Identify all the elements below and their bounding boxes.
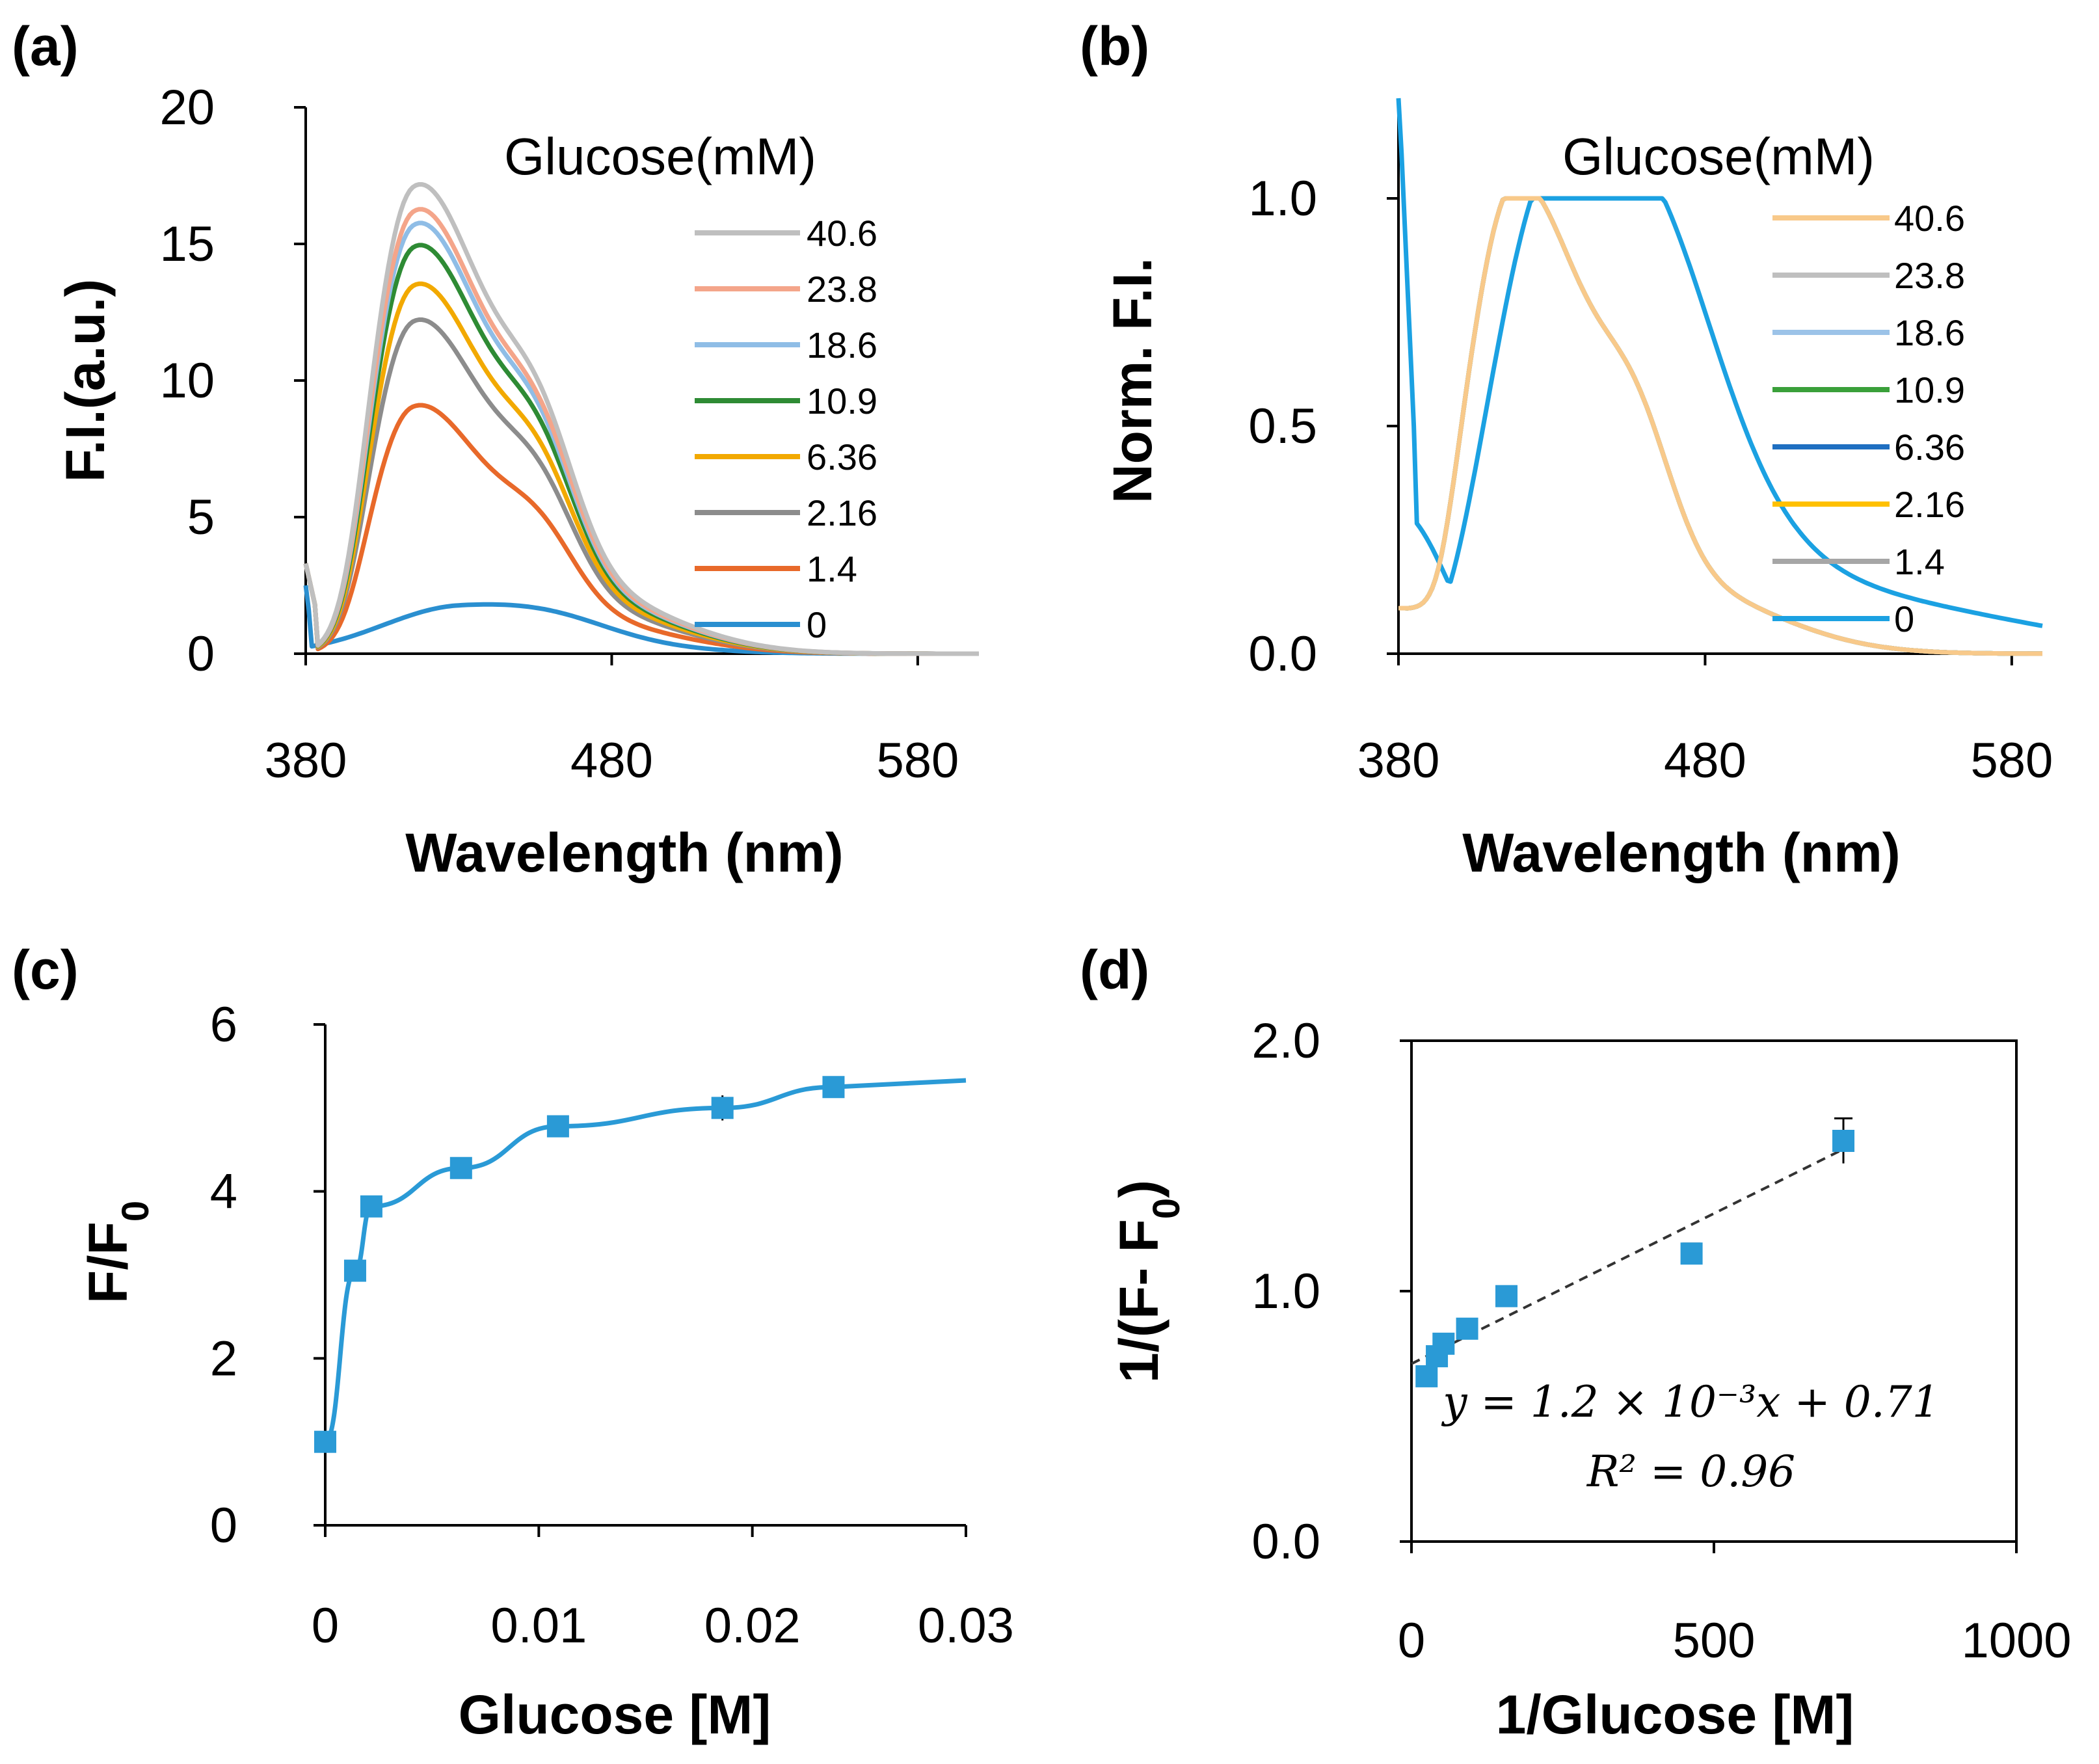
panel-c-data-point	[343, 1259, 366, 1282]
panel-c-ytick-label: 4	[210, 1164, 237, 1220]
panel-b-legend-label: 18.6	[1894, 312, 1965, 353]
panel-d-r2: R² = 0.96	[1586, 1447, 1795, 1497]
panel-b-series-0	[1396, 98, 2043, 628]
panel-d-data-point	[1432, 1332, 1455, 1355]
panel-d-label: (d)	[1080, 939, 1149, 1000]
panel-c-ytick-label: 6	[210, 997, 237, 1052]
panel-d-data-point	[1680, 1242, 1703, 1265]
panel-c-xtick-label: 0.01	[490, 1598, 587, 1653]
panel-a-legend-label: 10.9	[807, 381, 877, 421]
panel-b-ytick-label: 1.0	[1248, 171, 1317, 226]
panel-b-legend-label: 2.16	[1894, 484, 1965, 525]
panel-c-fit-line	[324, 1078, 967, 1445]
panel-c-ylabel: F/F0	[77, 1201, 157, 1303]
panel-b-legend-label: 6.36	[1894, 427, 1965, 468]
panel-a-series-18.6	[303, 220, 979, 656]
panel-c-data-point	[449, 1156, 472, 1179]
panel-c-xtick-label: 0.03	[918, 1598, 1014, 1653]
panel-c: (c) F/F0 Glucose [M] 0 2 4 6 0 0.01 0.02 0.03	[12, 939, 1014, 1745]
panel-b: (b) Norm. F.I. Wavelength (nm) 0.0 0.5 1.0…	[1080, 16, 2053, 883]
panel-b-ytick-label: 0.0	[1248, 626, 1317, 682]
panel-d: (d) 1/(F- F0) 1/Glucose [M] 0.0 1.0 2.0 0 5…	[1080, 939, 2072, 1745]
panel-a-legend-label: 2.16	[807, 492, 877, 533]
panel-a-xtick-label: 380	[265, 733, 347, 788]
panel-c-data-point	[822, 1076, 845, 1099]
panel-d-xtick-label: 500	[1673, 1613, 1756, 1668]
panel-c-ytick-label: 0	[210, 1498, 237, 1553]
panel-c-data-point	[711, 1097, 734, 1119]
panel-c-xtick-label: 0.02	[704, 1598, 801, 1653]
panel-c-data-point	[546, 1115, 569, 1138]
panel-b-legend-label: 40.6	[1894, 198, 1965, 239]
panel-a-label: (a)	[12, 16, 79, 77]
panel-d-xtick-label: 0	[1398, 1613, 1425, 1668]
panel-a-ytick-label: 5	[187, 490, 215, 545]
panel-b-xtick-label: 380	[1357, 733, 1440, 788]
panel-d-trendline	[1411, 1147, 1844, 1365]
panel-b-ylabel: Norm. F.I.	[1102, 258, 1163, 503]
panel-d-data-point	[1832, 1130, 1855, 1152]
panel-a-ytick-label: 15	[159, 217, 215, 272]
panel-d-xtick-label: 1000	[1961, 1613, 2071, 1668]
panel-a-legend-label: 0	[807, 604, 827, 645]
panel-d-ytick-label: 1.0	[1251, 1264, 1320, 1319]
panel-b-xtick-label: 580	[1970, 733, 2053, 788]
panel-d-ytick-label: 2.0	[1251, 1013, 1320, 1069]
panel-a-legend-title: Glucose(mM)	[504, 127, 816, 185]
panel-c-label: (c)	[12, 939, 79, 1000]
panel-a: (a) F.I.(a.u.) Wavelength (nm) 05101520 …	[12, 16, 979, 883]
panel-c-xlabel: Glucose [M]	[459, 1684, 771, 1745]
panel-a-legend-label: 6.36	[807, 436, 877, 477]
panel-b-label: (b)	[1080, 16, 1149, 77]
panel-a-series-0	[303, 585, 979, 656]
panel-b-xtick-label: 480	[1664, 733, 1746, 788]
panel-c-xtick-label: 0	[312, 1598, 339, 1653]
panel-a-series-10.9	[303, 243, 979, 656]
panel-a-ytick-label: 0	[187, 626, 215, 682]
panel-b-ytick-label: 0.5	[1248, 399, 1317, 454]
panel-d-xlabel: 1/Glucose [M]	[1496, 1684, 1854, 1745]
panel-b-legend-label: 1.4	[1894, 541, 1945, 582]
panel-c-ytick-label: 2	[210, 1331, 237, 1386]
panel-a-ytick-label: 10	[159, 353, 215, 408]
panel-a-ylabel: F.I.(a.u.)	[55, 279, 116, 483]
panel-d-equation: y = 1.2 × 10⁻³x + 0.71	[1441, 1377, 1939, 1427]
panel-c-data-point	[360, 1195, 382, 1218]
panel-b-legend-label: 23.8	[1894, 255, 1965, 296]
panel-b-legend-title: Glucose(mM)	[1562, 127, 1875, 185]
panel-a-legend-label: 1.4	[807, 548, 857, 589]
panel-a-series-6.36	[303, 281, 979, 656]
panel-d-data-point	[1456, 1317, 1478, 1340]
panel-a-legend-label: 18.6	[807, 325, 877, 366]
panel-d-ylabel: 1/(F- F0)	[1108, 1180, 1188, 1383]
panel-b-legend-label: 0	[1894, 598, 1914, 639]
panel-a-legend-label: 23.8	[807, 269, 877, 310]
panel-a-series-40.6	[303, 182, 979, 656]
panel-a-series-23.8	[303, 207, 979, 656]
panel-a-ytick-label: 20	[159, 80, 215, 135]
panel-b-legend-label: 10.9	[1894, 369, 1965, 410]
panel-d-data-point	[1415, 1365, 1438, 1387]
panel-a-xlabel: Wavelength (nm)	[405, 822, 844, 883]
panel-a-xtick-label: 480	[570, 733, 653, 788]
panel-a-legend-label: 40.6	[807, 213, 877, 254]
panel-b-series-40.6	[1398, 196, 2042, 656]
panel-a-xtick-label: 580	[877, 733, 959, 788]
panel-d-ytick-label: 0.0	[1251, 1514, 1320, 1570]
panel-c-data-point	[314, 1430, 336, 1453]
panel-b-xlabel: Wavelength (nm)	[1462, 822, 1901, 883]
panel-d-data-point	[1495, 1285, 1518, 1307]
